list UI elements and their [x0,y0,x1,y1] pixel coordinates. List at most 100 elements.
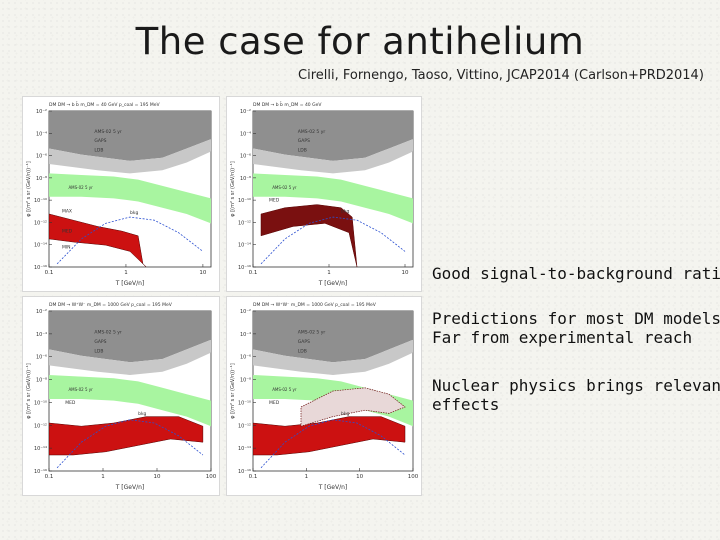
x-tick-label: 0.1 [45,270,54,276]
x-axis-label: T [GeV/n] [318,484,348,491]
signal-band [253,416,406,456]
x-tick-label: 1 [101,474,105,480]
legend-entry: GAPS [298,339,310,345]
curve-label: MED [269,400,280,406]
y-tick-label: 10⁻² [36,309,47,315]
y-tick-label: 10⁻¹⁰ [34,198,47,204]
green-band-label: AMS-02 5 yr [68,387,93,392]
slide-title: The case for antihelium [135,20,585,63]
y-tick-label: 10⁻¹⁰ [34,400,47,406]
y-tick-label: 10⁻⁴ [240,332,251,338]
curve-label: MIN [62,244,71,250]
legend-entry: GAPS [298,138,310,144]
x-tick-label: 100 [408,474,419,480]
y-tick-label: 10⁻¹⁶ [238,265,251,271]
curve-label: MED [62,229,73,235]
plot-bottom-left: DM DM → W⁺W⁻ m_DM = 1000 GeV p_coal = 19… [26,302,217,491]
y-tick-label: 10⁻¹⁶ [238,469,251,475]
plot-panel-bottom-right: DM DM → W⁺W⁻ m_DM = 1000 GeV p_coal = 19… [226,296,422,496]
x-tick-label: 1 [305,474,309,480]
legend-entry: GAPS [94,339,106,345]
legend-entry: LDB [94,349,103,355]
green-band-label: AMS-02 5 yr [272,185,297,190]
y-tick-label: 10⁻¹² [238,423,251,429]
y-axis-label: φ [(m² s sr (GeV/n))⁻¹] [230,161,236,216]
bullet-signal-to-background: Good signal-to-background ratios [432,264,720,283]
y-tick-label: 10⁻¹² [238,220,251,226]
y-tick-label: 10⁻¹⁰ [238,198,251,204]
x-tick-label: 1 [124,270,128,276]
y-tick-label: 10⁻¹⁴ [238,446,251,452]
plot-area: AMS-02 5 yr GAPS LDB AMS-02 5 yr MED bkg [49,311,211,469]
y-tick-label: 10⁻¹⁴ [34,446,47,452]
plot-area: AMS-02 5 yr GAPS LDB AMS-02 5 yr MED bkg [253,311,413,469]
citation: Cirelli, Fornengo, Taoso, Vittino, JCAP2… [298,68,704,83]
x-tick-label: 10 [199,270,206,276]
sensitivity-band-dark [49,311,211,363]
y-tick-label: 10⁻⁴ [36,131,47,137]
y-axis-label: φ [(m² s sr (GeV/n))⁻¹] [26,161,32,216]
plot-header: DM DM → W⁺W⁻ m_DM = 1000 GeV p_coal = 19… [49,302,173,308]
y-tick-label: 10⁻⁴ [36,332,47,338]
plot-top-right: DM DM → b b̄ m_DM = 40 GeV AMS-02 5 yr GAP… [230,101,414,287]
y-axis-label: φ [(m² s sr (GeV/n))⁻¹] [26,363,32,418]
y-tick-label: 10⁻⁸ [240,176,251,182]
sensitivity-band-dark [253,111,413,161]
y-tick-label: 10⁻¹⁴ [34,243,47,249]
curve-label: MAX [62,208,72,214]
background-curve [260,216,406,265]
hatched-band [300,387,406,427]
sensitivity-band-light [253,339,413,375]
sensitivity-band-dark [49,111,211,161]
signal-band [260,204,358,267]
legend-entry: LDB [298,349,307,355]
plot-header: DM DM → b b̄ m_DM = 40 GeV p_coal = 195 … [49,101,161,108]
sensitivity-band-light [49,139,211,174]
y-tick-label: 10⁻⁸ [240,378,251,384]
curve-label: MED [65,400,76,406]
sensitivity-band-light [253,139,413,174]
plot-area: AMS-02 5 yr GAPS LDB AMS-02 5 yr MAX MED MIN bk… [49,111,211,267]
sensitivity-band-light [49,339,211,375]
plot-area: AMS-02 5 yr GAPS LDB AMS-02 5 yr MED bkg [253,111,413,267]
curve-label: bkg [341,208,349,214]
plot-panel-top-right: DM DM → b b̄ m_DM = 40 GeV AMS-02 5 yr GAP… [226,96,422,292]
curve-label: bkg [130,210,138,216]
y-tick-label: 10⁻¹⁶ [34,265,47,271]
y-tick-label: 10⁻⁶ [240,355,251,361]
bullet-line: Predictions for most DM models [432,309,720,328]
bullet-line: effects [432,395,500,414]
y-tick-label: 10⁻¹⁰ [238,400,251,406]
y-tick-label: 10⁻² [36,109,47,115]
y-tick-label: 10⁻¹⁴ [238,243,251,249]
y-tick-label: 10⁻¹² [34,220,47,226]
bullet-line: Nuclear physics brings relevant [432,376,720,395]
x-axis-label: T [GeV/n] [115,484,145,491]
x-tick-label: 10 [356,474,363,480]
x-tick-label: 10 [402,270,409,276]
y-tick-label: 10⁻¹⁶ [34,469,47,475]
y-tick-label: 10⁻⁸ [36,176,47,182]
bullet-line: Far from experimental reach [432,328,693,347]
legend-entry: AMS-02 5 yr [94,329,122,335]
y-tick-label: 10⁻⁴ [240,131,251,137]
legend-entry: AMS-02 5 yr [298,329,326,335]
y-tick-label: 10⁻⁶ [240,154,251,160]
x-tick-label: 0.1 [249,270,258,276]
x-tick-label: 0.1 [45,474,54,480]
legend-entry: AMS-02 5 yr [94,129,122,135]
curve-label: bkg [341,411,349,417]
legend-entry: LDB [94,148,103,154]
plot-bottom-right: DM DM → W⁺W⁻ m_DM = 1000 GeV p_coal = 19… [230,302,419,491]
bullet-line: Good signal-to-background ratios [432,264,720,283]
plot-top-left: DM DM → b b̄ m_DM = 40 GeV p_coal = 195 … [26,101,212,287]
plot-header: DM DM → b b̄ m_DM = 40 GeV [253,101,322,108]
x-tick-label: 10 [154,474,161,480]
background-curve [56,419,204,469]
signal-band [49,416,204,456]
y-axis-label: φ [(m² s sr (GeV/n))⁻¹] [230,363,236,418]
y-tick-label: 10⁻² [240,309,251,315]
background-curve [56,216,204,265]
legend-entry: AMS-02 5 yr [298,129,326,135]
plot-panel-bottom-left: DM DM → W⁺W⁻ m_DM = 1000 GeV p_coal = 19… [22,296,220,496]
